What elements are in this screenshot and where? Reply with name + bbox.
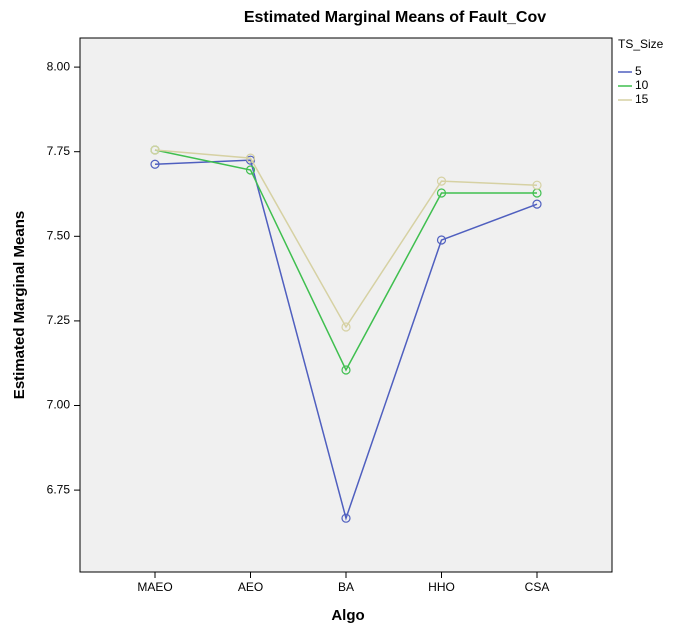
point-marker: [245, 165, 256, 175]
x-tick-label: CSA: [525, 580, 550, 594]
y-tick-label: 8.00: [47, 59, 71, 73]
point-marker: [341, 322, 351, 332]
series-line: [154, 149, 538, 329]
point-marker: [436, 188, 447, 198]
y-tick-label: 6.75: [47, 482, 71, 496]
x-tick-label: BA: [338, 580, 354, 594]
legend-label: 5: [635, 64, 642, 78]
point-marker: [532, 180, 542, 190]
chart-title: Estimated Marginal Means of Fault_Cov: [244, 9, 546, 26]
point-marker: [436, 176, 447, 186]
legend-label: 10: [635, 78, 649, 92]
legend-label: 15: [635, 92, 649, 106]
x-axis-label: Algo: [331, 607, 364, 624]
point-marker: [436, 235, 447, 245]
y-tick-label: 7.25: [47, 313, 71, 327]
x-tick-label: MAEO: [137, 580, 172, 594]
x-tick-label: HHO: [428, 580, 455, 594]
plot-area: [79, 37, 613, 573]
series-line: [154, 149, 537, 372]
y-tick-label: 7.00: [47, 398, 71, 412]
point-marker: [532, 199, 542, 209]
point-marker: [150, 145, 160, 155]
series-line: [154, 159, 538, 521]
y-tick-label: 7.75: [47, 144, 71, 158]
point-marker: [341, 513, 351, 523]
point-marker: [341, 365, 351, 375]
legend-title: TS_Size: [618, 37, 664, 51]
x-tick-label: AEO: [238, 580, 263, 594]
y-tick-label: 7.50: [47, 228, 71, 242]
point-marker: [245, 153, 256, 163]
point-marker: [150, 159, 160, 169]
y-axis-label: Estimated Marginal Means: [11, 211, 28, 399]
